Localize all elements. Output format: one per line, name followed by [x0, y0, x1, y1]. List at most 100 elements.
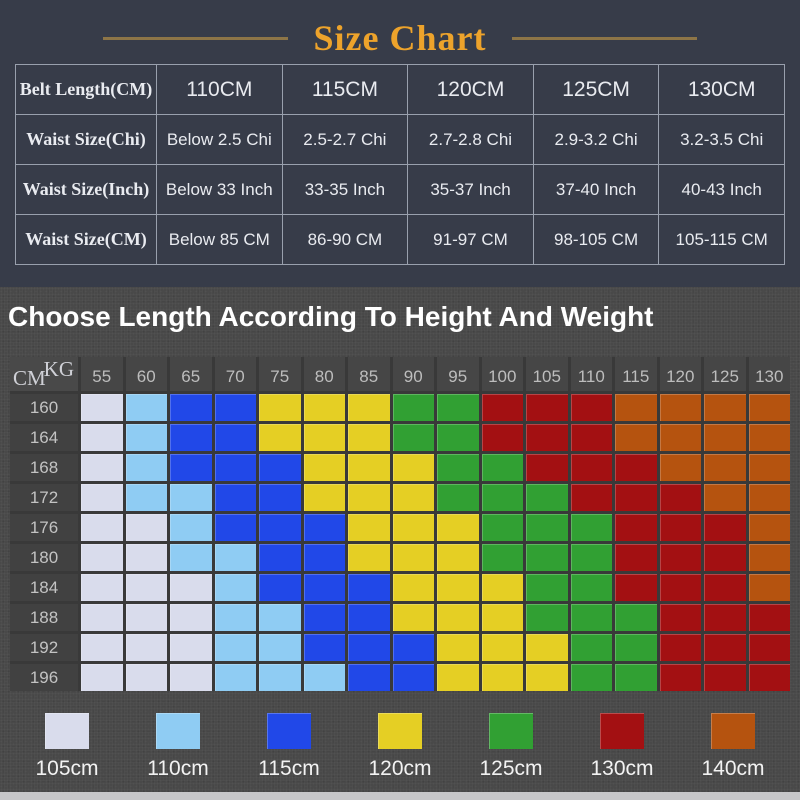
- grid-cell: [570, 484, 612, 511]
- kg-column-header: 80: [303, 357, 345, 391]
- legend-label: 130cm: [590, 757, 654, 780]
- legend-swatch-140cm: [711, 713, 755, 749]
- legend-label: 140cm: [701, 757, 765, 780]
- grid-cell: [81, 394, 123, 421]
- grid-cell: [481, 634, 523, 661]
- size-table-cell: 2.9-3.2 Chi: [532, 114, 660, 165]
- grid-cell: [481, 604, 523, 631]
- size-table-cell: 3.2-3.5 Chi: [658, 114, 785, 165]
- grid-cell: [392, 514, 434, 541]
- grid-cell: [303, 484, 345, 511]
- grid-cell: [259, 544, 301, 571]
- grid-cell: [437, 394, 479, 421]
- cm-row-label: 192: [10, 634, 78, 661]
- grid-cell: [392, 484, 434, 511]
- grid-cell: [214, 484, 256, 511]
- grid-cell: [81, 484, 123, 511]
- grid-cell: [437, 604, 479, 631]
- size-table-cell: 86-90 CM: [281, 214, 409, 265]
- grid-cell: [437, 634, 479, 661]
- grid-cell: [170, 484, 212, 511]
- size-table-cell: 2.5-2.7 Chi: [281, 114, 409, 165]
- grid-cell: [748, 454, 790, 481]
- kg-column-header: 60: [125, 357, 167, 391]
- legend-swatch-130cm: [600, 713, 644, 749]
- grid-cell: [748, 394, 790, 421]
- axis-corner-cell: KG CM: [10, 357, 78, 391]
- kg-column-header: 115: [615, 357, 657, 391]
- size-table-cell: 40-43 Inch: [658, 164, 785, 215]
- grid-cell: [392, 634, 434, 661]
- legend-label: 110cm: [147, 757, 209, 780]
- grid-cell: [748, 424, 790, 451]
- grid-cell: [748, 514, 790, 541]
- grid-cell: [303, 454, 345, 481]
- grid-cell: [615, 544, 657, 571]
- kg-column-header: 75: [259, 357, 301, 391]
- kg-column-header: 125: [704, 357, 746, 391]
- legend-label: 105cm: [35, 757, 99, 780]
- grid-cell: [526, 394, 568, 421]
- grid-cell: [526, 634, 568, 661]
- grid-cell: [303, 664, 345, 691]
- grid-cell: [170, 544, 212, 571]
- grid-cell: [570, 664, 612, 691]
- grid-cell: [125, 484, 167, 511]
- kg-column-header: 95: [437, 357, 479, 391]
- size-table-cell: 98-105 CM: [532, 214, 660, 265]
- height-weight-section: Choose Length According To Height And We…: [0, 287, 800, 792]
- grid-cell: [392, 424, 434, 451]
- grid-cell: [348, 424, 390, 451]
- legend-swatch-105cm: [45, 713, 89, 749]
- grid-cell: [615, 484, 657, 511]
- size-table-cell: Below 85 CM: [156, 214, 283, 265]
- grid-cell: [704, 514, 746, 541]
- legend-item: 125cm: [468, 713, 554, 781]
- size-table-cell: 130CM: [658, 64, 785, 115]
- grid-cell: [659, 454, 701, 481]
- kg-column-header: 100: [481, 357, 523, 391]
- grid-cell: [704, 484, 746, 511]
- grid-cell: [659, 664, 701, 691]
- grid-cell: [170, 574, 212, 601]
- grid-cell: [81, 634, 123, 661]
- grid-cell: [170, 664, 212, 691]
- grid-cell: [214, 544, 256, 571]
- grid-cell: [125, 454, 167, 481]
- grid-cell: [481, 514, 523, 541]
- grid-cell: [170, 394, 212, 421]
- grid-cell: [570, 514, 612, 541]
- grid-cell: [704, 634, 746, 661]
- grid-cell: [348, 394, 390, 421]
- grid-cell: [437, 424, 479, 451]
- grid-cell: [170, 454, 212, 481]
- grid-cell: [214, 514, 256, 541]
- grid-cell: [125, 394, 167, 421]
- grid-cell: [348, 604, 390, 631]
- grid-cell: [704, 424, 746, 451]
- grid-cell: [615, 574, 657, 601]
- grid-cell: [659, 544, 701, 571]
- grid-cell: [81, 514, 123, 541]
- cm-row-label: 172: [10, 484, 78, 511]
- grid-cell: [303, 634, 345, 661]
- grid-cell: [392, 544, 434, 571]
- size-table-row: Belt Length(CM) 110CM 115CM 120CM 125CM 130CM: [15, 64, 785, 115]
- kg-column-header: 130: [748, 357, 790, 391]
- grid-cell: [303, 394, 345, 421]
- grid-cell: [659, 424, 701, 451]
- size-table-row: Waist Size(CM) Below 85 CM 86-90 CM 91-97 C…: [15, 214, 785, 265]
- grid-cell: [214, 604, 256, 631]
- legend-item: 140cm: [690, 713, 776, 781]
- grid-cell: [125, 664, 167, 691]
- size-table-cell: 35-37 Inch: [407, 164, 534, 215]
- grid-cell: [526, 604, 568, 631]
- cm-row-label: 180: [10, 544, 78, 571]
- grid-cell: [615, 454, 657, 481]
- grid-cell: [214, 634, 256, 661]
- cm-axis-label: CM: [13, 366, 46, 390]
- grid-cell: [259, 604, 301, 631]
- grid-cell: [437, 574, 479, 601]
- grid-cell: [481, 424, 523, 451]
